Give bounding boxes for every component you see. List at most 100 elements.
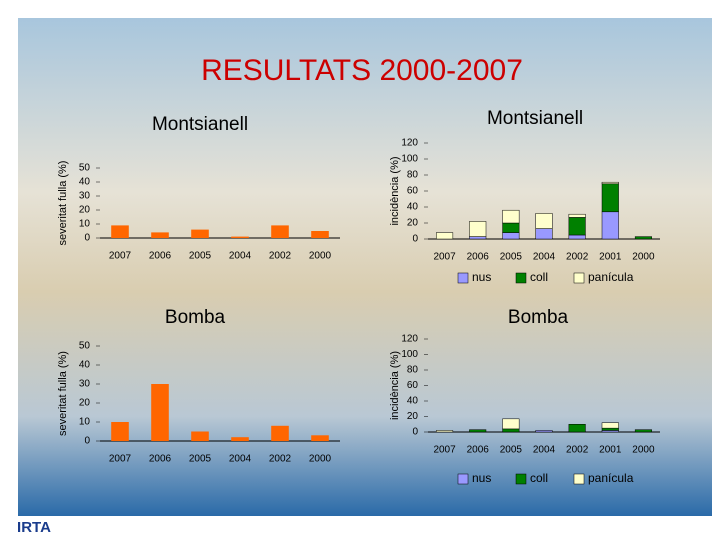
chart-title: Montsianell bbox=[487, 108, 583, 129]
x-tick-label: 2000 bbox=[632, 445, 655, 456]
bar-segment bbox=[568, 217, 586, 236]
bar bbox=[231, 236, 249, 238]
bar-segment bbox=[601, 183, 619, 213]
x-tick-label: 2000 bbox=[309, 454, 332, 465]
x-tick-label: 2005 bbox=[189, 251, 212, 262]
bar-segment bbox=[634, 236, 652, 240]
legend-swatch bbox=[573, 473, 585, 485]
bar-segment bbox=[502, 222, 520, 233]
y-axis-label: severitat fulla (%) bbox=[57, 161, 69, 246]
y-tick-label: 50 bbox=[79, 163, 91, 174]
x-tick-label: 2006 bbox=[467, 252, 490, 263]
bar bbox=[271, 225, 289, 238]
bar-segment bbox=[568, 234, 586, 240]
x-tick-label: 2002 bbox=[269, 251, 292, 262]
bar-segment bbox=[502, 418, 520, 430]
bar bbox=[111, 422, 129, 441]
bar-segment bbox=[601, 422, 619, 429]
bar-segment bbox=[535, 228, 553, 240]
x-tick-label: 2000 bbox=[632, 252, 655, 263]
y-tick-label: 10 bbox=[79, 417, 91, 428]
logo: IRTA bbox=[17, 519, 51, 536]
y-tick-label: 40 bbox=[79, 360, 91, 371]
y-tick-label: 0 bbox=[84, 233, 90, 244]
bar-segment bbox=[568, 424, 586, 433]
legend-swatch bbox=[515, 473, 527, 485]
bar-segment bbox=[535, 430, 553, 433]
bar-segment bbox=[601, 427, 619, 431]
y-tick-label: 120 bbox=[401, 138, 418, 149]
y-axis-label: severitat fulla (%) bbox=[57, 351, 69, 436]
slide-title: RESULTATS 2000-2007 bbox=[201, 54, 523, 87]
bar bbox=[151, 232, 169, 238]
bar-segment bbox=[469, 236, 487, 240]
y-tick-label: 100 bbox=[401, 154, 418, 165]
bar bbox=[191, 229, 209, 238]
y-tick-label: 40 bbox=[79, 177, 91, 188]
bar-segment bbox=[535, 213, 553, 229]
chart-title: Bomba bbox=[165, 307, 226, 328]
y-tick-label: 20 bbox=[407, 411, 419, 422]
y-tick-label: 50 bbox=[79, 341, 91, 352]
x-tick-label: 2005 bbox=[189, 454, 212, 465]
x-tick-label: 2002 bbox=[566, 445, 589, 456]
x-tick-label: 2004 bbox=[533, 252, 556, 263]
x-tick-label: 2005 bbox=[500, 252, 523, 263]
y-tick-label: 120 bbox=[401, 334, 418, 345]
bar-segment bbox=[502, 209, 520, 224]
y-tick-label: 20 bbox=[79, 398, 91, 409]
legend-swatch bbox=[515, 272, 527, 284]
y-tick-label: 80 bbox=[407, 365, 419, 376]
y-axis-label: incidència (%) bbox=[389, 156, 401, 225]
y-tick-label: 0 bbox=[412, 427, 418, 438]
bar-segment bbox=[469, 221, 487, 237]
bar bbox=[271, 425, 289, 441]
bar-segment bbox=[436, 430, 454, 433]
chart-title: Bomba bbox=[508, 307, 569, 328]
x-tick-label: 2004 bbox=[533, 445, 556, 456]
x-tick-label: 2001 bbox=[599, 445, 622, 456]
bar-segment bbox=[469, 429, 487, 433]
y-axis-label: incidència (%) bbox=[389, 351, 401, 420]
y-tick-label: 20 bbox=[407, 218, 419, 229]
legend-swatch bbox=[457, 473, 469, 485]
y-tick-label: 30 bbox=[79, 379, 91, 390]
x-tick-label: 2007 bbox=[433, 252, 456, 263]
x-tick-label: 2004 bbox=[229, 454, 252, 465]
x-tick-label: 2006 bbox=[149, 454, 172, 465]
bar bbox=[311, 435, 329, 441]
bar bbox=[191, 431, 209, 441]
x-tick-label: 2006 bbox=[467, 445, 490, 456]
x-tick-label: 2004 bbox=[229, 251, 252, 262]
x-tick-label: 2002 bbox=[269, 454, 292, 465]
bar bbox=[311, 231, 329, 238]
x-tick-label: 2001 bbox=[599, 252, 622, 263]
x-tick-label: 2006 bbox=[149, 251, 172, 262]
bar bbox=[151, 384, 169, 441]
y-tick-label: 60 bbox=[407, 380, 419, 391]
legend-label: nus bbox=[472, 270, 491, 284]
x-tick-label: 2007 bbox=[109, 454, 132, 465]
chart-title: Montsianell bbox=[152, 114, 248, 135]
x-tick-label: 2007 bbox=[433, 445, 456, 456]
y-tick-label: 40 bbox=[407, 396, 419, 407]
bar-segment bbox=[436, 232, 454, 240]
bar-segment bbox=[601, 181, 619, 185]
legend-label: nus bbox=[472, 471, 491, 485]
bar-segment bbox=[568, 213, 586, 218]
x-tick-label: 2007 bbox=[109, 251, 132, 262]
legend-swatch bbox=[457, 272, 469, 284]
y-tick-label: 40 bbox=[407, 202, 419, 213]
legend-label: panícula bbox=[588, 270, 634, 284]
bar-segment bbox=[502, 232, 520, 240]
y-tick-label: 20 bbox=[79, 205, 91, 216]
bar-segment bbox=[601, 211, 619, 240]
bar-segment bbox=[502, 428, 520, 433]
bar bbox=[111, 225, 129, 238]
legend-label: panícula bbox=[588, 471, 634, 485]
bar bbox=[231, 437, 249, 441]
bar-segment bbox=[634, 429, 652, 433]
background bbox=[18, 18, 712, 516]
